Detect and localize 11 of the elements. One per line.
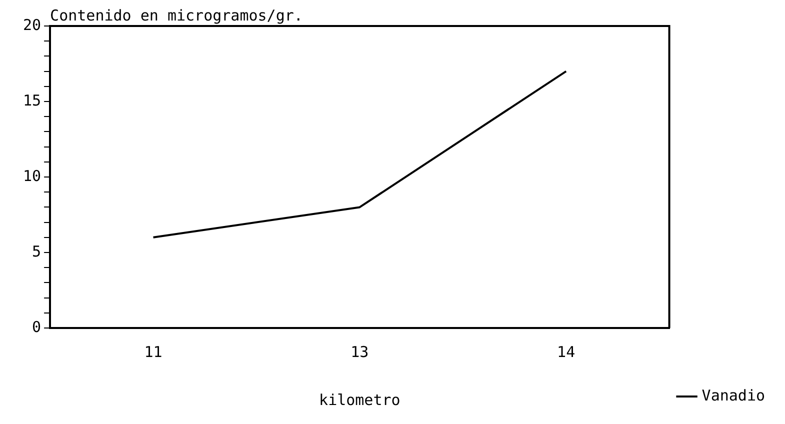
y-tick-label: 5: [32, 242, 42, 260]
x-axis-title: kilometro: [319, 390, 400, 409]
y-tick-label: 15: [23, 91, 42, 110]
x-tick-label: 11: [144, 342, 162, 361]
x-tick-label: 13: [350, 342, 369, 361]
y-tick-label: 20: [23, 16, 42, 34]
x-tick-label: 14: [557, 342, 576, 361]
y-tick-label: 0: [32, 318, 42, 336]
y-axis-title: Contenido en microgramos/gr.: [50, 6, 303, 24]
legend-label: Vanadio: [702, 386, 766, 404]
y-tick-label: 10: [23, 166, 42, 185]
